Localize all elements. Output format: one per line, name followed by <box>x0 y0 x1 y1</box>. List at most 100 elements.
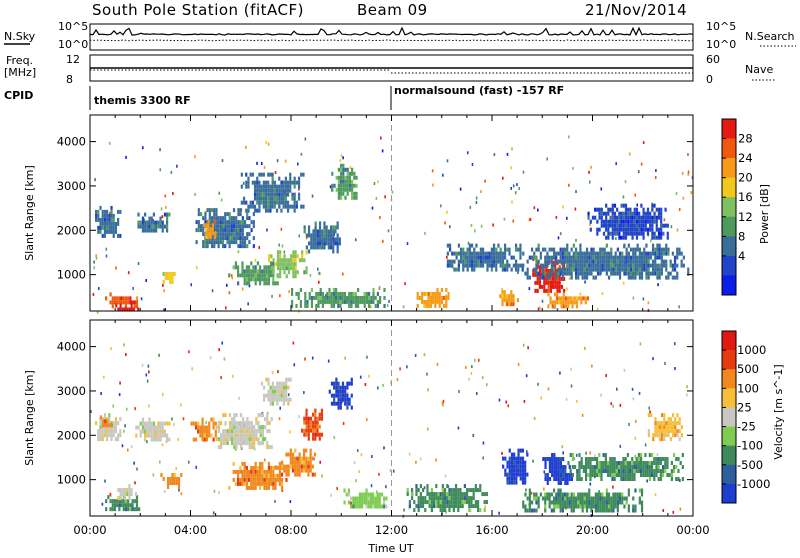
echo-cell <box>524 492 527 497</box>
echo-noise <box>284 159 287 163</box>
echo-cell <box>617 469 621 474</box>
echo-cell <box>278 461 281 466</box>
echo-cell <box>465 492 469 497</box>
echo-cell <box>645 263 648 268</box>
echo-cell <box>463 500 466 505</box>
echo-cell <box>568 496 571 501</box>
echo-cell <box>675 477 678 482</box>
echo-cell <box>628 473 632 478</box>
echo-cell <box>611 477 614 482</box>
echo-cell <box>117 496 120 501</box>
echo-cell <box>237 429 240 434</box>
echo-cell <box>264 437 267 442</box>
echo-cell <box>209 227 212 232</box>
echo-cell <box>581 259 584 264</box>
echo-cell <box>122 499 125 504</box>
echo-cell <box>625 500 628 505</box>
echo-cell <box>302 172 305 177</box>
echo-cell <box>658 275 661 280</box>
echo-cell <box>541 247 545 252</box>
echo-cell <box>269 401 272 406</box>
echo-cell <box>595 457 599 462</box>
echo-cell <box>346 179 349 184</box>
echo-noise <box>600 393 602 397</box>
echo-cell <box>644 211 647 216</box>
echo-cell <box>114 417 118 422</box>
echo-cell <box>289 180 292 185</box>
echo-cell <box>562 292 565 297</box>
echo-cell <box>474 504 477 509</box>
echo-cell <box>248 216 251 221</box>
echo-cell <box>452 508 455 513</box>
echo-cell <box>613 461 616 466</box>
echo-cell <box>305 416 308 421</box>
echo-cell <box>305 448 308 453</box>
echo-cell <box>241 232 244 237</box>
echo-noise <box>636 203 639 207</box>
echo-noise <box>354 238 357 242</box>
echo-cell <box>350 299 353 304</box>
echo-cell <box>513 456 516 461</box>
echo-cell <box>359 299 362 304</box>
echo-cell <box>657 477 660 482</box>
echo-cell <box>346 381 349 386</box>
echo-cell <box>618 211 621 216</box>
echo-cell <box>667 275 670 280</box>
echo-noise <box>223 357 226 361</box>
echo-cell <box>436 295 439 300</box>
echo-cell <box>201 417 204 422</box>
echo-cell <box>307 424 310 429</box>
echo-cell <box>598 215 601 220</box>
echo-cell <box>246 236 249 241</box>
echo-cell <box>424 496 427 501</box>
echo-cell <box>416 291 419 296</box>
echo-cell <box>269 192 272 197</box>
echo-cell <box>339 397 342 402</box>
echo-cell <box>247 473 251 478</box>
echo-cell <box>667 251 670 256</box>
echo-cell <box>660 413 664 418</box>
echo-cell <box>547 288 550 293</box>
echo-cell <box>246 417 249 422</box>
echo-cell <box>269 397 272 402</box>
echo-cell <box>457 496 460 501</box>
echo-cell <box>215 232 218 237</box>
echo-noise <box>141 146 144 150</box>
echo-cell <box>506 476 509 481</box>
echo-cell <box>242 196 246 201</box>
echo-cell <box>369 492 373 497</box>
echo-noise <box>321 474 323 478</box>
echo-cell <box>261 429 265 434</box>
echo-cell <box>344 401 347 406</box>
echo-noise <box>293 363 296 367</box>
echo-cell <box>441 500 444 505</box>
echo-cell <box>275 196 279 201</box>
echo-cell <box>680 251 683 256</box>
echo-noise <box>484 505 487 509</box>
echo-cell <box>584 300 587 305</box>
echo-cell <box>560 296 563 301</box>
echo-cell <box>291 452 295 457</box>
echo-cell <box>202 228 205 233</box>
colorbar-swatch <box>722 426 736 446</box>
echo-cell <box>440 287 444 292</box>
echo-cell <box>267 473 270 478</box>
echo-cell <box>199 228 203 233</box>
echo-cell <box>577 500 580 505</box>
echo-cell <box>555 469 558 474</box>
echo-cell <box>253 196 257 201</box>
echo-cell <box>117 421 120 426</box>
echo-cell <box>640 251 644 256</box>
echo-cell <box>305 412 308 417</box>
echo-cell <box>537 243 540 248</box>
echo-cell <box>343 295 346 300</box>
echo-cell <box>310 287 313 292</box>
echo-cell <box>454 496 458 501</box>
echo-cell <box>470 267 474 272</box>
echo-noise <box>164 194 167 198</box>
echo-noise <box>288 430 291 434</box>
echo-cell <box>226 429 229 434</box>
echo-cell <box>661 473 665 478</box>
echo-cell <box>354 291 357 296</box>
echo-cell <box>283 270 286 275</box>
